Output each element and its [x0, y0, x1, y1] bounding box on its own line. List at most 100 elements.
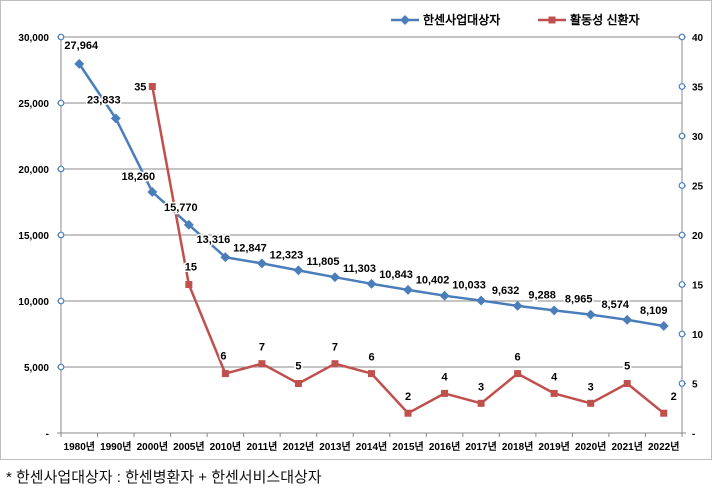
x-axis-tick: 2015년	[392, 440, 423, 453]
x-axis-tick: 1980년	[64, 440, 95, 453]
x-axis-tick: 2010년	[210, 440, 241, 453]
left-axis-tick: 15,000	[18, 231, 49, 242]
left-axis-marker	[57, 99, 65, 107]
data-label-hansen: 8,574	[601, 299, 629, 311]
legend-label-new-patients: 활동성 신환자	[570, 12, 640, 27]
right-axis-tick: 35	[692, 83, 704, 94]
data-point-new-patients	[623, 380, 631, 387]
data-point-new-patients	[587, 399, 595, 407]
right-axis-tick: 10	[692, 330, 704, 341]
x-axis-tick: 2022년	[648, 440, 679, 453]
x-axis-tick: 2005년	[173, 440, 204, 453]
data-point-hansen	[403, 284, 413, 295]
series-line-new-patients	[151, 86, 665, 415]
data-label-hansen: 11,303	[343, 263, 376, 275]
left-axis-tick: 30,000	[18, 33, 49, 44]
data-label-hansen: 18,260	[121, 171, 155, 183]
data-point-hansen	[549, 305, 560, 316]
data-point-new-patients	[185, 281, 193, 288]
data-label-new-patients: 5	[295, 361, 301, 373]
data-label-new-patients: 5	[624, 361, 630, 373]
data-label-hansen: 9,632	[492, 285, 520, 297]
x-axis-tick: 2020년	[575, 440, 606, 453]
data-label-new-patients: 3	[478, 381, 484, 393]
data-label-hansen: 23,833	[87, 94, 121, 106]
data-point-new-patients	[660, 409, 668, 417]
data-label-hansen: 10,402	[416, 275, 450, 287]
legend-marker-new-patients	[548, 16, 556, 24]
right-axis-tick: 20	[692, 231, 704, 242]
x-axis-tick: 2016년	[429, 440, 460, 453]
data-point-hansen	[439, 290, 450, 301]
data-point-hansen	[476, 295, 487, 306]
data-label-hansen: 15,770	[164, 202, 198, 214]
data-point-new-patients	[221, 370, 229, 378]
legend-label-hansen: 한센사업대상자	[423, 12, 500, 27]
x-axis-tick: 1990년	[100, 440, 131, 453]
right-axis-marker	[678, 132, 686, 140]
data-label-new-patients: 6	[220, 351, 226, 363]
data-point-hansen	[147, 187, 158, 197]
data-label-hansen: 11,805	[306, 256, 339, 268]
x-axis-tick: 2011년	[246, 440, 277, 453]
data-point-hansen	[366, 278, 377, 289]
right-axis-tick: 40	[692, 33, 704, 44]
data-label-hansen: 12,323	[270, 249, 304, 261]
left-axis-tick: 10,000	[18, 297, 49, 308]
right-axis-marker	[678, 83, 686, 90]
data-point-hansen	[110, 113, 121, 124]
data-label-hansen: 9,288	[528, 289, 556, 301]
chart-area: - 5,000 10,000 15,000 20,000 25,000 30,000 - 5 10…	[0, 0, 712, 460]
line-chart: - 5,000 10,000 15,000 20,000 25,000 30,000 - 5 10…	[18, 12, 704, 453]
right-axis-marker	[678, 33, 686, 41]
data-label-hansen: 13,316	[197, 234, 231, 246]
right-axis-marker	[678, 231, 686, 239]
left-axis-marker	[57, 33, 65, 41]
data-label-new-patients: 7	[259, 342, 265, 354]
x-axis-tick: 2019년	[538, 440, 569, 453]
data-label-hansen: 10,843	[379, 269, 413, 281]
data-label-hansen: 12,847	[233, 242, 267, 254]
right-axis-tick: 25	[692, 182, 704, 193]
left-axis-marker	[57, 231, 65, 239]
data-label-hansen: 27,964	[64, 40, 99, 52]
left-axis-marker	[57, 297, 65, 305]
data-point-hansen	[256, 258, 267, 269]
data-point-new-patients	[550, 389, 558, 397]
right-axis-marker	[678, 330, 686, 338]
right-axis-marker	[678, 380, 686, 387]
left-axis-marker	[57, 363, 65, 371]
data-label-hansen: 8,965	[565, 294, 593, 306]
left-axis-tick: 20,000	[18, 165, 49, 176]
data-label-new-patients: 6	[368, 352, 374, 364]
legend-marker-hansen	[400, 15, 410, 25]
data-label-hansen: 8,109	[640, 305, 668, 317]
left-axis-tick: -	[46, 429, 49, 440]
data-point-new-patients	[368, 370, 375, 378]
data-label-hansen: 10,033	[452, 280, 486, 292]
data-label-new-patients: 35	[134, 82, 146, 94]
data-label-new-patients: 4	[441, 371, 448, 383]
data-label-new-patients: 4	[551, 371, 558, 383]
x-axis-tick: 2000년	[137, 440, 168, 453]
data-label-new-patients: 7	[332, 342, 338, 354]
x-axis-tick: 2017년	[465, 440, 496, 453]
data-point-hansen	[293, 265, 304, 276]
data-point-hansen	[658, 321, 669, 331]
data-point-new-patients	[258, 360, 266, 368]
left-axis-marker	[57, 165, 65, 173]
x-axis-tick: 2021년	[611, 440, 642, 453]
right-axis-tick: 5	[692, 380, 698, 391]
x-axis-tick: 2014년	[356, 440, 387, 453]
data-label-new-patients: 2	[405, 391, 411, 403]
left-axis-tick: 25,000	[18, 99, 49, 110]
data-point-new-patients	[331, 360, 339, 368]
data-point-hansen	[585, 309, 596, 320]
data-point-hansen	[74, 58, 85, 69]
data-label-new-patients: 3	[588, 381, 594, 393]
data-point-new-patients	[514, 370, 522, 378]
x-axis-tick: 2012년	[283, 440, 314, 453]
right-axis-tick: 15	[692, 281, 704, 292]
right-axis-marker	[678, 182, 686, 189]
right-axis-tick: 30	[692, 132, 704, 143]
